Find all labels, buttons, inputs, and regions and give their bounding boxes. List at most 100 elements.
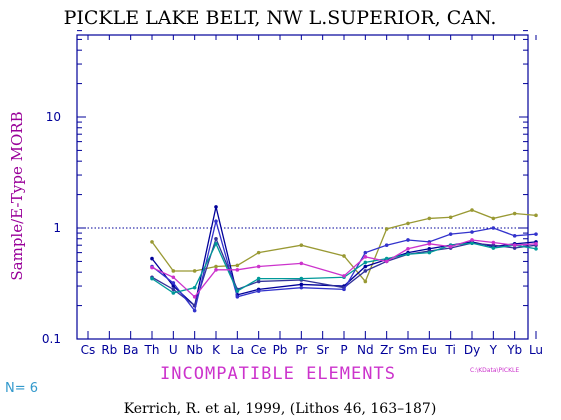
y-tick-label: 10 [46, 110, 61, 124]
x-tick-label: Ti [445, 343, 456, 357]
data-point [171, 287, 176, 292]
data-point [256, 264, 261, 269]
data-point [470, 230, 474, 234]
data-point [235, 289, 240, 293]
data-point [448, 215, 453, 220]
data-point [363, 264, 368, 269]
legend-note: C:\KData\PICKLE [470, 367, 519, 374]
y-tick-label: 0.1 [42, 332, 61, 346]
data-point [427, 242, 432, 246]
data-point [534, 213, 538, 218]
data-point [384, 227, 389, 231]
data-point [363, 250, 368, 255]
series-1 [150, 208, 538, 284]
data-point [150, 265, 154, 270]
data-point [534, 246, 538, 251]
data-point [299, 276, 304, 281]
data-point [512, 246, 517, 250]
data-point [363, 269, 368, 273]
data-point [534, 232, 538, 236]
x-tick-label: Sr [316, 343, 329, 357]
sample-count-label: N= 6 [5, 381, 38, 396]
data-point [363, 255, 368, 259]
x-tick-label: Yb [506, 343, 522, 357]
data-point [470, 238, 474, 242]
x-tick-label: Cs [81, 343, 96, 357]
x-tick-label: La [230, 343, 244, 357]
data-point [384, 243, 389, 247]
data-point [448, 244, 453, 249]
data-point [192, 285, 197, 290]
data-point [299, 282, 304, 287]
data-point [214, 219, 218, 224]
data-point [171, 281, 176, 285]
x-tick-label: Ce [251, 343, 267, 357]
data-point [491, 246, 496, 250]
data-point [214, 205, 218, 209]
data-point [406, 221, 410, 226]
chart-title: PICKLE LAKE BELT, NW L.SUPERIOR, CAN. [64, 7, 497, 29]
data-point [406, 252, 410, 257]
data-point [214, 268, 218, 272]
x-tick-label: Eu [422, 343, 437, 357]
data-point [171, 275, 176, 280]
plot-border [76, 34, 529, 340]
data-point [470, 241, 474, 245]
series-4 [150, 218, 538, 313]
x-axis-ticks: Cs Rb Ba Th U Nb K La Ce Pb Pr Sr P Nd Zr Sm Eu Ti Dy Y Yb Lu [81, 35, 543, 357]
x-tick-label: Pb [273, 343, 288, 357]
data-point [235, 294, 240, 299]
data-point [512, 234, 517, 238]
x-tick-label: Nd [357, 343, 374, 357]
data-point [150, 256, 154, 261]
x-tick-label: Lu [529, 343, 543, 357]
data-point [256, 276, 261, 281]
data-point [150, 240, 154, 244]
series-3 [150, 236, 538, 308]
data-point [406, 246, 410, 251]
data-point [235, 268, 240, 272]
data-point [491, 243, 496, 247]
x-tick-label: P [340, 343, 347, 357]
x-tick-label: U [169, 343, 178, 357]
data-point [384, 259, 389, 264]
data-point [512, 211, 517, 216]
x-tick-label: Sm [398, 343, 417, 357]
plot-frame [76, 34, 529, 340]
data-point [363, 260, 368, 265]
data-point [192, 294, 197, 299]
data-point [256, 250, 261, 255]
y-tick-label: 1 [53, 221, 61, 235]
data-point [214, 264, 218, 269]
data-point [235, 263, 240, 268]
data-point [491, 226, 496, 230]
data-point [214, 242, 218, 246]
data-point [384, 256, 389, 261]
x-tick-label: Dy [464, 343, 480, 357]
x-axis-label: INCOMPATIBLE ELEMENTS [160, 364, 396, 384]
data-point [192, 308, 197, 313]
data-point [150, 276, 154, 281]
x-tick-label: K [212, 343, 221, 357]
data-point [342, 287, 346, 292]
x-tick-label: Th [144, 343, 160, 357]
x-tick-label: Pr [295, 343, 307, 357]
data-point [470, 208, 474, 212]
data-point [363, 279, 368, 284]
data-point [171, 291, 176, 295]
x-tick-label: Y [489, 343, 498, 357]
data-point [427, 250, 432, 255]
series-6 [150, 238, 538, 299]
x-tick-label: Nb [186, 343, 203, 357]
data-point [299, 261, 304, 266]
data-point [256, 279, 261, 284]
data-point [534, 242, 538, 246]
y-axis-label: Sample/E-Type MORB [8, 111, 26, 280]
citation: Kerrich, R. et al, 1999, (Lithos 46, 163… [124, 401, 437, 417]
data-point [299, 243, 304, 247]
data-point [342, 254, 346, 258]
data-point [427, 216, 432, 221]
x-tick-label: Ba [123, 343, 139, 357]
x-tick-label: Rb [101, 343, 117, 357]
